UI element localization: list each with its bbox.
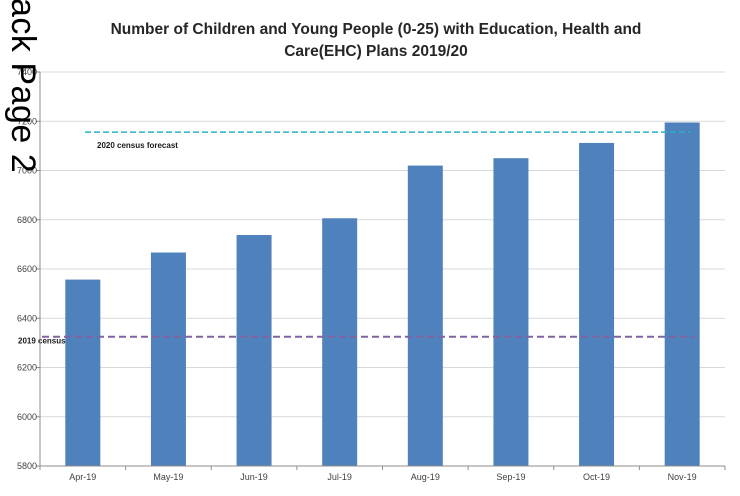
y-tick-label: 6800	[17, 215, 37, 225]
bar-oct-19	[579, 142, 615, 467]
y-tick-label: 6400	[17, 313, 37, 323]
bars	[65, 122, 700, 467]
y-tick-label: 6000	[17, 412, 37, 422]
chart-title-line-2: Care(EHC) Plans 2019/20	[284, 43, 468, 60]
x-tick-label: Jun-19	[240, 472, 268, 482]
y-tick-label: 5800	[17, 461, 37, 471]
chart-title-line-1: Number of Children and Young People (0-2…	[111, 21, 642, 38]
y-tick-label: 7400	[17, 67, 37, 77]
x-tick-label: Apr-19	[69, 472, 96, 482]
y-tick-label: 6600	[17, 264, 37, 274]
x-tick-label: May-19	[153, 472, 183, 482]
bar-aug-19	[407, 165, 443, 466]
bar-nov-19	[664, 122, 700, 466]
bar-apr-19	[65, 279, 101, 466]
bar-may-19	[150, 252, 186, 466]
x-tick-label: Aug-19	[411, 472, 440, 482]
y-tick-labels: 5800 6000 6200 6400 6600 6800 7000 7200 7400	[17, 67, 37, 471]
y-tick-label: 7200	[17, 116, 37, 126]
x-tick-labels: Apr-19 May-19 Jun-19 Jul-19 Aug-19 Sep-19 Oct-…	[69, 472, 696, 482]
reference-line-label: 2020 census forecast	[97, 141, 178, 150]
axes	[39, 72, 725, 467]
bar-jun-19	[236, 235, 272, 466]
bar-jul-19	[322, 218, 358, 466]
x-tick-label: Jul-19	[327, 472, 352, 482]
reference-line-label: 2019 census	[18, 337, 66, 346]
reference-lines: 2020 census forecast 2019 census	[18, 131, 695, 346]
x-tick-label: Nov-19	[668, 472, 697, 482]
x-tick-label: Sep-19	[496, 472, 525, 482]
x-tick-label: Oct-19	[583, 472, 610, 482]
watermark-text: ack Page 2	[4, 0, 42, 174]
y-tick-label: 6200	[17, 363, 37, 373]
bar-sep-19	[493, 158, 529, 466]
y-tick-label: 7000	[17, 166, 37, 176]
